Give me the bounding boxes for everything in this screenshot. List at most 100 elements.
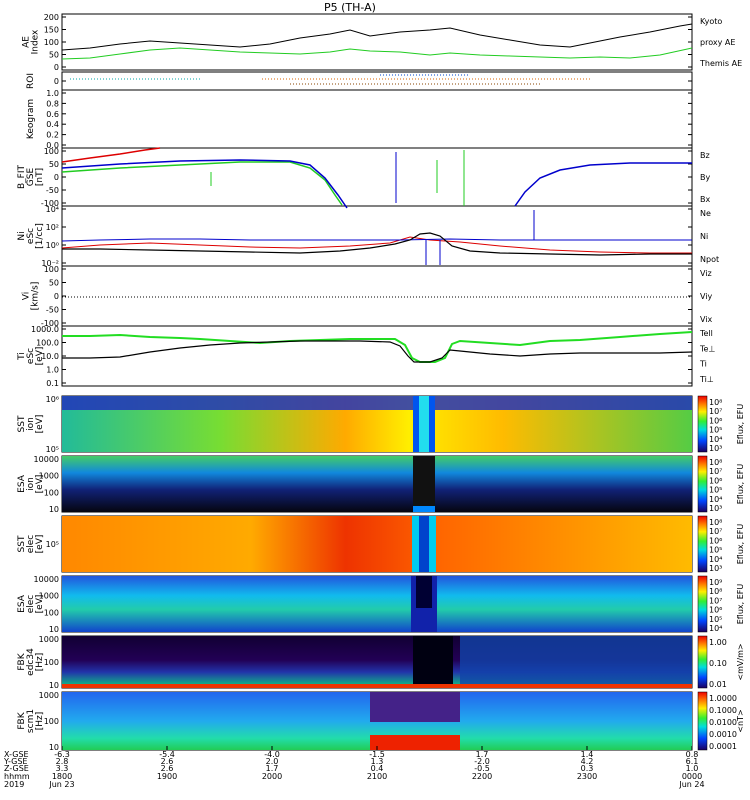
panel-frame <box>61 147 693 207</box>
xaxis-value: 0.8 <box>686 750 699 759</box>
ytick-label: 10⁶ <box>46 395 59 404</box>
sst-elec-band-core <box>419 516 429 572</box>
legend-label: Ni <box>700 232 708 241</box>
esa-ion-band-top <box>413 506 435 512</box>
ytick-label: 100 <box>44 717 59 726</box>
colorbar-tick: 10³ <box>709 564 722 573</box>
xaxis-value: Jun 24 <box>678 780 704 789</box>
colorbar <box>697 455 708 513</box>
ytick-label: 0.0 <box>46 141 59 150</box>
panel-ylabel: ROI <box>26 73 36 89</box>
density-content <box>61 210 692 265</box>
xaxis-value: 1.7 <box>266 764 279 773</box>
xaxis-value: 1.4 <box>581 750 594 759</box>
ni-line <box>61 238 692 242</box>
ytick-label: 1000 <box>39 635 59 644</box>
ytick-label: 100 <box>44 265 59 274</box>
fbk-edc-bottom <box>62 684 692 688</box>
temperature-content <box>62 331 693 363</box>
colorbar-tick: 0.0010 <box>709 730 737 739</box>
colorbar-tick: 10⁶ <box>709 416 722 425</box>
colorbar-tick: 10⁴ <box>709 555 722 564</box>
esa-ion-band <box>413 456 435 512</box>
fbk-scm-band-bottom <box>370 735 460 750</box>
xaxis-value: -6.3 <box>54 750 70 759</box>
fbk-edc-right <box>460 636 692 684</box>
panel-ylabel: Keogram <box>26 99 36 139</box>
colorbar-tick: 10³ <box>709 504 722 513</box>
xaxis-value: -5.4 <box>159 750 175 759</box>
xaxis-value: -1.5 <box>369 750 385 759</box>
xaxis-value: 2000 <box>262 772 282 781</box>
xaxis-value: 2.6 <box>161 757 174 766</box>
ytick-label: 10⁴ <box>46 205 59 214</box>
legend-label: Ti <box>699 360 707 369</box>
panel-ylabel: FBKedc34[Hz] <box>17 648 45 676</box>
colorbar-tick: 10⁶ <box>709 476 722 485</box>
colorbar-tick: 10⁷ <box>709 407 722 416</box>
legend-label: Ti⊥ <box>699 375 714 384</box>
ytick-label: 1000 <box>39 472 59 481</box>
npot-line <box>62 232 692 256</box>
panel-ylabel: Vi[km/s] <box>22 282 41 311</box>
colorbar-tick: 10⁷ <box>709 527 722 536</box>
colorbar-tick: 0.10 <box>709 659 727 668</box>
panel-ylabel: ESAelec[eV] <box>17 594 45 613</box>
panel-ylabel: SSTelec[eV] <box>17 535 45 554</box>
panel-frame <box>61 265 693 327</box>
ytick-label: 0.2 <box>46 131 59 140</box>
colorbar <box>697 575 708 633</box>
bfit-content <box>61 147 692 209</box>
xaxis-value: 6.1 <box>686 757 699 766</box>
ae-panel-content <box>61 23 693 60</box>
sst-elec-bg <box>62 516 692 572</box>
ytick-label: 0.4 <box>46 120 59 129</box>
ytick-label: 50 <box>49 160 59 169</box>
legend-label: Te⊥ <box>699 344 715 353</box>
ytick-label: 100 <box>44 488 59 497</box>
ytick-label: 10⁰ <box>46 241 59 250</box>
ytick-label: 0 <box>54 63 59 72</box>
ytick-label: 200 <box>44 13 59 22</box>
xaxis-row-label: hhmm <box>4 772 30 781</box>
panel-3: B_FITGSE[nT] 100 50 0 -50 -100 Bz By Bx <box>17 147 710 208</box>
plot-title: P5 (TH-A) <box>324 1 376 14</box>
ytick-label: 100 <box>44 38 59 47</box>
xaxis-value: 1800 <box>52 772 72 781</box>
colorbar-tick: 10⁴ <box>709 435 722 444</box>
colorbar-tick: 10⁵ <box>709 486 722 495</box>
colorbar <box>697 515 708 573</box>
ytick-label: 10 <box>49 625 59 634</box>
ti-line <box>62 340 693 363</box>
colorbar-tick: 0.0001 <box>709 742 737 751</box>
panel-frame <box>61 325 693 387</box>
xaxis-value: 1900 <box>157 772 177 781</box>
colorbar-tick: 10⁹ <box>709 578 722 587</box>
xaxis-value: -2.0 <box>474 757 490 766</box>
ytick-label: 1.0 <box>46 366 59 375</box>
ytick-label: 10⁵ <box>46 540 59 549</box>
fbk-scm-band <box>370 692 460 722</box>
bx-line-2 <box>514 162 692 207</box>
xaxis-value: 1.7 <box>476 750 489 759</box>
colorbar-tick: 10⁴ <box>709 624 722 633</box>
ytick-label: 0.1 <box>46 379 59 388</box>
legend-label: Bz <box>700 151 710 160</box>
sst-ion-top <box>62 396 692 410</box>
ytick-label: 100.0 <box>36 339 59 348</box>
colorbar-tick: 0.1000 <box>709 706 737 715</box>
colorbar-tick: 1.00 <box>709 638 727 647</box>
xaxis-value: 1.0 <box>686 764 699 773</box>
legend-label: proxy AE <box>700 38 735 47</box>
panel-ylabel: TieSc[eV] <box>17 347 45 366</box>
colorbar <box>697 691 708 751</box>
xaxis-value: 2100 <box>367 772 387 781</box>
x-axis: X-GSEY-GSEZ-GSEhhmm2019-6.32.83.31800Jun… <box>3 746 705 789</box>
colorbar-label: <mV/m> <box>736 643 745 680</box>
colorbar-tick: 10⁶ <box>709 606 722 615</box>
xaxis-row-label: Y-GSE <box>3 757 27 766</box>
ytick-label: -100 <box>41 199 59 208</box>
ytick-label: 0 <box>54 292 59 301</box>
